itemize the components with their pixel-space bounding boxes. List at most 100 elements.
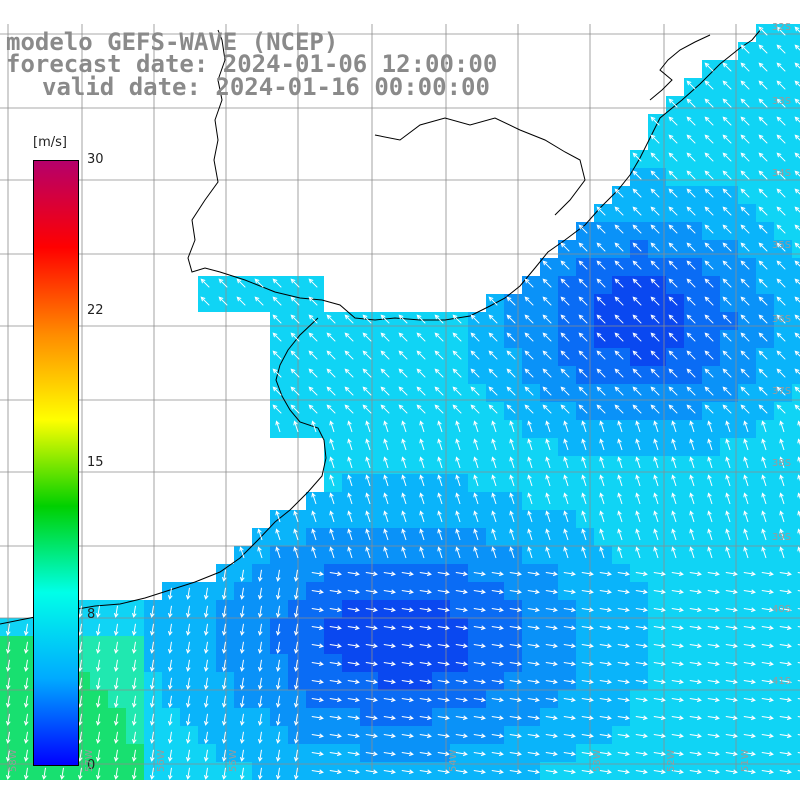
wind-arrow bbox=[347, 571, 360, 577]
wind-arrow bbox=[761, 510, 767, 523]
wind-arrow bbox=[527, 697, 540, 703]
wind-arrow bbox=[254, 296, 264, 306]
wind-arrow bbox=[761, 733, 774, 739]
estuary-coastline bbox=[0, 317, 327, 625]
wind-arrow bbox=[668, 116, 678, 126]
wind-arrow bbox=[704, 134, 714, 144]
wind-arrow bbox=[308, 350, 318, 360]
wind-arrow bbox=[380, 386, 390, 396]
wind-arrow bbox=[239, 731, 245, 744]
wind-arrow bbox=[257, 731, 263, 744]
wind-arrow bbox=[491, 679, 504, 685]
wind-arrow bbox=[473, 456, 479, 469]
wind-arrow bbox=[545, 643, 558, 649]
wind-arrow bbox=[509, 456, 515, 469]
wind-arrow bbox=[563, 697, 576, 703]
wind-arrow bbox=[686, 314, 696, 324]
wind-arrow bbox=[632, 350, 642, 360]
wind-arrow bbox=[635, 546, 641, 559]
wind-arrow bbox=[707, 589, 720, 595]
wind-arrow bbox=[275, 713, 281, 726]
wind-arrow bbox=[707, 420, 713, 433]
wind-arrow bbox=[380, 350, 390, 360]
wind-arrow bbox=[326, 332, 336, 342]
wind-arrow bbox=[650, 314, 660, 324]
wind-arrow bbox=[437, 546, 443, 559]
wind-arrow bbox=[599, 438, 605, 451]
wind-arrow bbox=[383, 661, 396, 667]
wind-arrow bbox=[653, 661, 666, 667]
wind-arrow bbox=[23, 767, 29, 780]
wind-arrow bbox=[437, 715, 450, 721]
wind-arrow bbox=[362, 368, 372, 378]
wind-arrow bbox=[272, 350, 282, 360]
wind-arrow bbox=[437, 661, 450, 667]
wind-arrow bbox=[743, 474, 749, 487]
wind-arrow bbox=[491, 607, 504, 613]
wind-arrow bbox=[401, 456, 407, 469]
wind-arrow bbox=[419, 571, 432, 577]
wind-arrow bbox=[401, 769, 414, 775]
wind-arrow bbox=[95, 731, 101, 744]
wind-arrow bbox=[329, 571, 342, 577]
wind-arrow bbox=[329, 492, 335, 505]
wind-arrow bbox=[311, 661, 324, 667]
wind-arrow bbox=[383, 715, 396, 721]
wind-arrow bbox=[524, 350, 534, 360]
wind-arrow bbox=[506, 350, 516, 360]
wind-arrow bbox=[779, 751, 792, 757]
wind-arrow bbox=[653, 715, 666, 721]
wind-arrow bbox=[794, 98, 800, 105]
wind-arrow bbox=[776, 26, 786, 36]
wind-arrow bbox=[761, 769, 774, 775]
wind-arrow bbox=[239, 546, 245, 559]
wind-arrow bbox=[113, 749, 119, 762]
wind-arrow bbox=[419, 456, 425, 469]
wind-arrow bbox=[578, 296, 588, 306]
wind-speed-cell bbox=[792, 492, 800, 510]
colorbar-tick-30: 30 bbox=[87, 152, 104, 167]
wind-arrow bbox=[740, 278, 750, 288]
wind-arrow bbox=[509, 679, 522, 685]
wind-arrow bbox=[632, 278, 642, 288]
wind-arrow bbox=[527, 751, 540, 757]
wind-arrow bbox=[203, 695, 209, 708]
wind-arrow bbox=[455, 625, 468, 631]
wind-arrow bbox=[668, 278, 678, 288]
wind-arrow bbox=[59, 767, 65, 780]
wind-arrow bbox=[455, 679, 468, 685]
wind-arrow bbox=[722, 386, 732, 396]
wind-arrow bbox=[686, 170, 696, 180]
wind-arrow bbox=[5, 659, 11, 672]
wind-arrow bbox=[794, 80, 800, 87]
wind-arrow bbox=[671, 571, 684, 577]
wind-arrow bbox=[347, 528, 353, 541]
wind-arrow bbox=[740, 80, 750, 90]
wind-arrow bbox=[383, 769, 396, 775]
wind-arrow bbox=[77, 767, 83, 780]
wind-arrow bbox=[401, 420, 407, 433]
wind-arrow bbox=[743, 546, 749, 559]
wind-arrow bbox=[758, 350, 768, 360]
wind-arrow bbox=[635, 420, 641, 433]
wind-arrow bbox=[398, 368, 408, 378]
wind-arrow bbox=[581, 571, 594, 577]
wind-arrow bbox=[221, 749, 227, 762]
wind-arrow bbox=[794, 332, 800, 339]
wind-arrow bbox=[776, 242, 786, 252]
wind-arrow bbox=[488, 350, 498, 360]
wind-arrow bbox=[509, 625, 522, 631]
wind-arrow bbox=[491, 643, 504, 649]
wind-arrow bbox=[758, 80, 768, 90]
wind-arrow bbox=[596, 368, 606, 378]
wind-arrow bbox=[581, 474, 587, 487]
wind-arrow bbox=[95, 659, 101, 672]
wind-arrow bbox=[185, 677, 191, 690]
wind-arrow bbox=[23, 641, 29, 654]
wind-arrow bbox=[794, 170, 800, 177]
wind-arrow bbox=[131, 623, 137, 636]
wind-arrow bbox=[617, 456, 623, 469]
wind-arrow bbox=[545, 474, 551, 487]
wind-arrow bbox=[437, 733, 450, 739]
wind-arrow bbox=[686, 404, 696, 414]
